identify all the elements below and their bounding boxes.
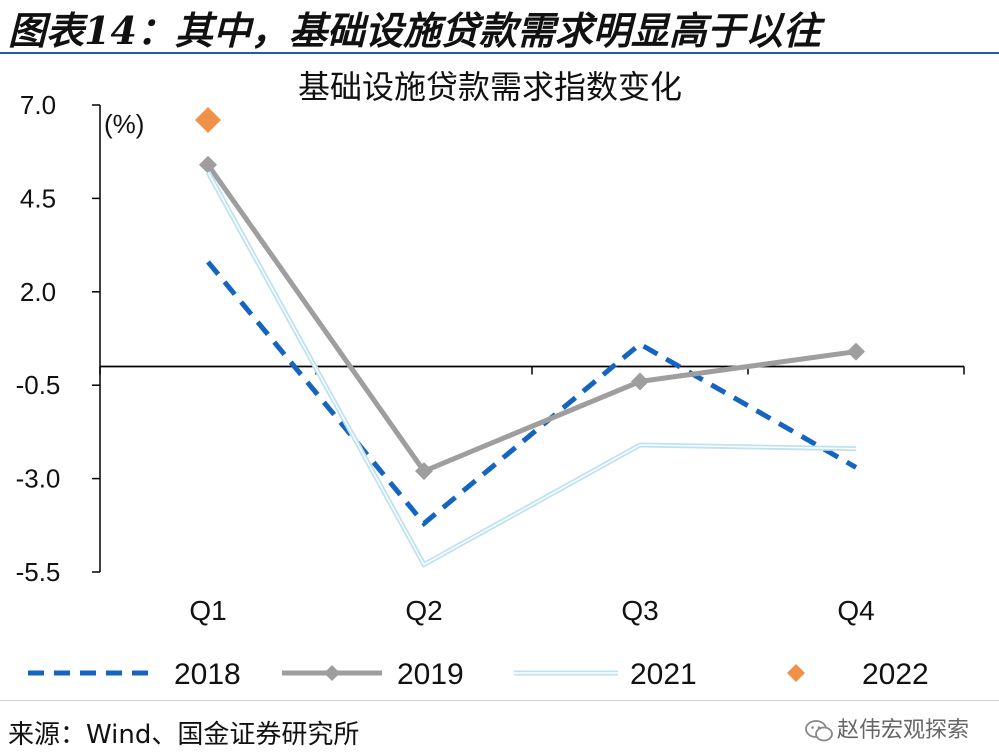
chart-title: 基础设施贷款需求指数变化 (298, 68, 682, 106)
series-2019-point (415, 462, 433, 481)
footer: 来源：Wind、国金证券研究所 赵伟宏观探索 (0, 700, 999, 754)
y-tick-label: 4.5 (20, 183, 56, 213)
chart: 基础设施贷款需求指数变化 (%) 7.0 4.5 2.0 -0.5 -3.0 -5.5 Q… (16, 68, 965, 691)
y-tick-label: 7.0 (20, 90, 56, 120)
legend-item-2019: 2019 (282, 658, 464, 691)
x-tick-label: Q2 (405, 595, 442, 626)
x-tick-label: Q3 (621, 595, 658, 626)
y-tick-label: -3.0 (16, 464, 61, 494)
legend-item-2022: 2022 (787, 658, 929, 691)
series-2019-point (199, 155, 217, 174)
series-layer (195, 106, 865, 568)
watermark: 赵伟宏观探索 (805, 712, 969, 744)
wechat-icon (805, 720, 833, 742)
legend-item-2018: 2018 (28, 658, 241, 691)
figure-header: 图表14：其中，基础设施贷款需求明显高于以往 (0, 0, 999, 54)
series-2019-line (205, 163, 857, 475)
series-2019 (199, 155, 865, 481)
y-tick-label: 2.0 (20, 277, 56, 307)
legend-swatch-marker (787, 664, 805, 682)
legend-label: 2018 (174, 658, 241, 691)
legend: 2018 2019 2021 2022 (28, 658, 929, 691)
series-2021-line-inner (207, 171, 857, 566)
x-tick-label: Q1 (189, 595, 226, 626)
series-2018 (206, 260, 858, 527)
watermark-text: 赵伟宏观探索 (836, 718, 969, 743)
series-2019-point (631, 372, 649, 391)
y-tick-label: -0.5 (16, 370, 61, 400)
legend-label: 2021 (630, 658, 697, 691)
header-rule (0, 52, 999, 54)
legend-label: 2022 (862, 658, 929, 691)
series-2021 (205, 171, 857, 568)
x-axis: Q1 Q2 Q3 Q4 (99, 365, 965, 626)
footer-rule (0, 700, 999, 701)
y-axis: 7.0 4.5 2.0 -0.5 -3.0 -5.5 (16, 90, 101, 587)
source-note: 来源：Wind、国金证券研究所 (8, 720, 360, 750)
x-tick-label: Q4 (837, 595, 874, 626)
legend-item-2021: 2021 (514, 658, 697, 691)
series-2018-line (206, 260, 858, 527)
y-axis-unit-label: (%) (104, 109, 144, 139)
y-tick-label: -5.5 (16, 557, 61, 587)
legend-swatch-marker (324, 665, 340, 681)
series-2019-point (847, 342, 865, 361)
legend-label: 2019 (397, 658, 464, 691)
series-2022-point (195, 106, 221, 133)
series-2022 (195, 106, 221, 133)
figure-title: 图表14：其中，基础设施贷款需求明显高于以往 (8, 8, 821, 53)
